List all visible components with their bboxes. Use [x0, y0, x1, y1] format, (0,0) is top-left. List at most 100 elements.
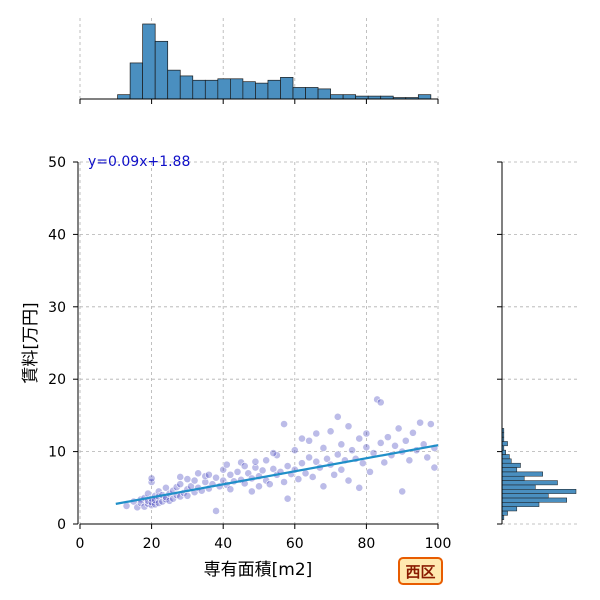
scatter-point — [194, 469, 203, 478]
right-histogram-grid — [502, 161, 580, 525]
scatter-point — [348, 446, 356, 455]
x-axis-label: 専有面積[m2] — [204, 560, 313, 580]
x-tick-label: 60 — [286, 536, 304, 552]
y-histogram-bar — [501, 493, 549, 499]
scatter-point — [226, 470, 235, 479]
x-histogram-bar — [292, 87, 306, 100]
y-histogram-bar — [501, 458, 512, 464]
scatter-point — [305, 436, 314, 445]
scatter-point — [298, 459, 306, 468]
scatter-point — [283, 494, 292, 503]
y-tick-label: 50 — [48, 155, 66, 171]
scatter-point — [176, 480, 185, 489]
scatter-point — [308, 473, 317, 481]
x-histogram-bar — [154, 40, 169, 100]
scatter-point — [423, 453, 432, 462]
y-histogram-bar — [501, 467, 518, 473]
scatter-point — [262, 456, 271, 465]
x-histogram-bar — [117, 94, 131, 100]
scatter-point — [366, 467, 374, 476]
x-histogram-bar — [230, 78, 244, 100]
y-tick-label: 40 — [48, 227, 66, 243]
y-histogram-bar — [501, 488, 577, 494]
scatter-point — [162, 483, 170, 492]
scatter-point — [183, 475, 192, 484]
scatter-point — [426, 420, 435, 428]
y-histogram-bar — [501, 506, 518, 512]
region-badge-box — [398, 557, 443, 585]
x-tick-label: 80 — [357, 536, 375, 552]
scatter-point — [283, 462, 292, 470]
scatter-point — [376, 439, 385, 447]
x-histogram-bar — [317, 88, 331, 100]
scatter-point — [337, 440, 346, 449]
y-histogram-bar — [501, 510, 508, 516]
y-tick-label: 10 — [48, 445, 66, 461]
main-grid — [79, 161, 439, 525]
scatter-point — [380, 458, 389, 467]
scatter-point — [319, 482, 328, 491]
scatter-point — [312, 429, 321, 438]
x-histogram-bar — [342, 94, 357, 100]
x-tick-label: 0 — [76, 536, 85, 552]
axes — [73, 98, 503, 529]
regression-line — [115, 444, 439, 505]
right-histogram — [501, 428, 577, 520]
scatter-point — [258, 466, 267, 475]
scatter-point — [269, 449, 278, 457]
scatter-point — [358, 459, 367, 468]
y-histogram-bar — [501, 471, 543, 477]
x-tick-label: 20 — [143, 536, 161, 552]
x-histogram-bar — [280, 77, 294, 100]
x-histogram-bar — [192, 79, 206, 100]
scatter-point — [251, 457, 260, 466]
scatter-point — [391, 441, 399, 450]
y-tick-label: 20 — [48, 372, 66, 388]
scatter-point — [204, 470, 213, 479]
x-histogram-bar — [217, 78, 231, 100]
y-histogram-bar — [501, 484, 536, 490]
regression-equation: y=0.09x+1.88 — [88, 154, 190, 170]
scatter-point — [269, 465, 278, 473]
x-tick-label: 40 — [214, 536, 232, 552]
scatter-point — [290, 446, 299, 455]
y-histogram-bar — [501, 449, 506, 455]
scatter-point — [233, 467, 242, 476]
x-histogram-bar — [305, 87, 319, 100]
scatter-point — [333, 450, 342, 459]
x-histogram-bar — [255, 82, 269, 100]
scatter-point — [298, 434, 306, 443]
x-tick-label: 100 — [425, 536, 452, 552]
top-histogram — [117, 23, 432, 100]
y-histogram-bar — [501, 454, 510, 460]
scatter-point — [333, 412, 342, 421]
x-histogram-bar — [129, 62, 143, 100]
scatter-point — [355, 434, 364, 443]
scatter-point — [201, 478, 210, 486]
scatter-point — [212, 473, 220, 482]
scatter-point — [362, 429, 371, 438]
y-histogram-bar — [501, 497, 567, 503]
scatter-point — [405, 456, 414, 465]
scatter-point — [247, 487, 256, 496]
y-histogram-bar — [501, 502, 540, 507]
scatter-point — [376, 398, 385, 407]
x-histogram-bar — [242, 81, 256, 100]
scatter-point — [147, 474, 156, 483]
scatter-point — [383, 433, 392, 442]
scatter-point — [401, 436, 410, 445]
scatter-point — [240, 462, 249, 470]
y-tick-label: 0 — [57, 517, 66, 533]
x-histogram-bar — [330, 94, 344, 100]
scatter-point — [251, 463, 260, 472]
scatter-point — [226, 485, 235, 494]
x-histogram-bar — [417, 94, 432, 100]
regression-line-group — [115, 444, 439, 505]
scatter-point — [394, 424, 403, 433]
scatter-point — [355, 483, 364, 492]
scatter-point — [319, 444, 328, 452]
scatter-point — [344, 422, 353, 431]
x-histogram-bar — [167, 69, 181, 100]
scatter-point — [183, 491, 192, 500]
